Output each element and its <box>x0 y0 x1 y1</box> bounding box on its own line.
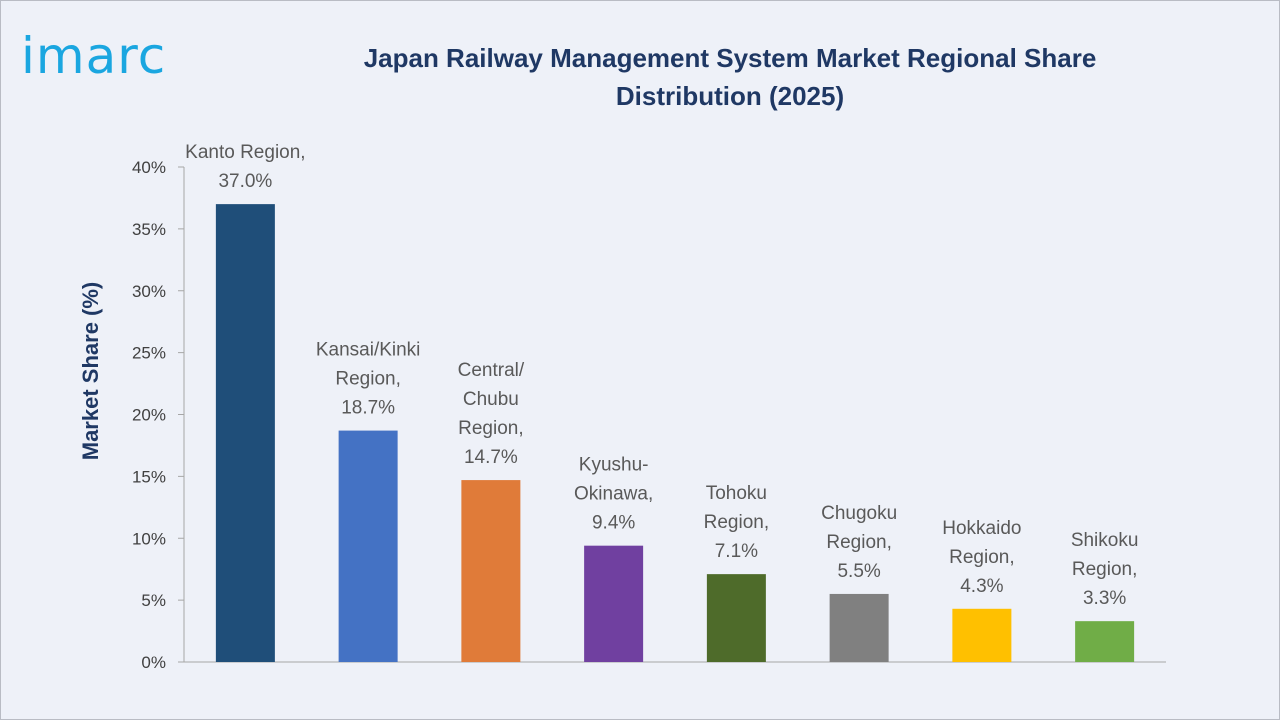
data-label: Kyushu- <box>579 455 649 476</box>
bar-chugoku-region <box>829 593 889 662</box>
imarc-logo: imarc <box>21 27 167 85</box>
data-label: Kanto Region, <box>185 142 305 163</box>
bar-shikoku-region <box>1075 621 1135 662</box>
chart-title-line: Distribution (2025) <box>616 81 844 111</box>
y-tick-label: 15% <box>132 467 166 486</box>
data-label: Kansai/Kinki <box>316 340 421 361</box>
data-labels: Kanto Region, 37.0% Kansai/Kinki Region, 18.… <box>185 142 1138 609</box>
data-label: 4.3% <box>960 576 1003 597</box>
y-tick-label: 25% <box>132 344 166 363</box>
data-label: 9.4% <box>592 513 635 534</box>
data-label: 7.1% <box>715 541 758 562</box>
data-label: Shikoku <box>1071 530 1139 551</box>
data-label: 14.7% <box>464 447 518 468</box>
data-label: Chugoku <box>821 503 897 524</box>
bars <box>215 204 1135 662</box>
data-label: Hokkaido <box>942 518 1021 539</box>
data-label: Tohoku <box>706 483 767 504</box>
bar-central-chubu-region <box>461 480 521 662</box>
bar-kansai-kinki-region <box>338 430 398 662</box>
data-label: 5.5% <box>837 561 880 582</box>
data-label: Region, <box>826 532 892 553</box>
y-tick-label: 40% <box>132 158 166 177</box>
data-label: 37.0% <box>218 171 272 192</box>
y-tick-label: 5% <box>141 591 166 610</box>
data-label: Region, <box>1072 559 1138 580</box>
data-label: Central/ <box>458 360 525 381</box>
data-label: Region, <box>335 369 401 390</box>
chart-title-line: Japan Railway Management System Market R… <box>364 43 1097 73</box>
data-label: Region, <box>458 418 524 439</box>
y-tick-label: 30% <box>132 282 166 301</box>
chart-title: Japan Railway Management System Market R… <box>364 43 1097 111</box>
y-axis-label: Market Share (%) <box>78 282 103 461</box>
y-axis: 0% 5% 10% 15% 20% 25% 30% 35% 40% <box>132 158 1166 672</box>
data-label: 3.3% <box>1083 588 1126 609</box>
bar-tohoku-region <box>706 574 766 662</box>
y-tick-label: 10% <box>132 529 166 548</box>
y-tick-label: 0% <box>141 653 166 672</box>
y-tick-label: 35% <box>132 220 166 239</box>
data-label: Chubu <box>463 389 519 410</box>
y-tick-label: 20% <box>132 406 166 425</box>
data-label: Region, <box>949 547 1015 568</box>
bar-hokkaido-region <box>952 608 1012 662</box>
bar-kanto-region <box>215 204 275 662</box>
data-label: Okinawa, <box>574 484 653 505</box>
data-label: Region, <box>704 512 770 533</box>
bar-kyushu-okinawa <box>584 545 644 662</box>
data-label: 18.7% <box>341 398 395 419</box>
